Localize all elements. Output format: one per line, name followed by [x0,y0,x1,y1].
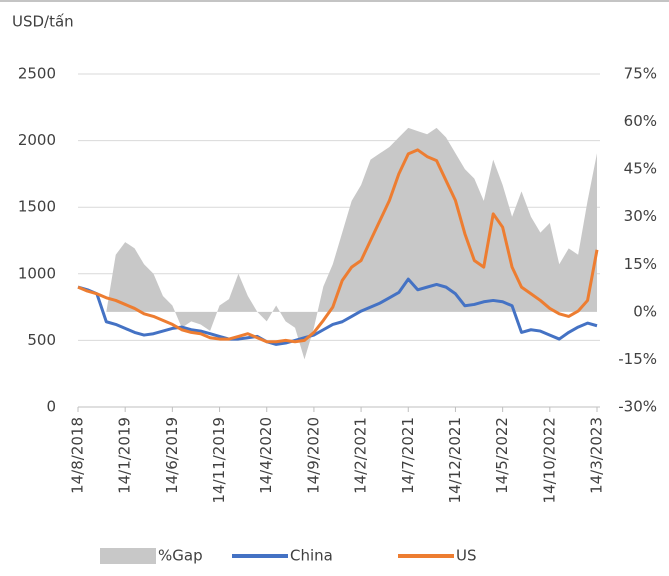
y-axis-label: USD/tấn [12,13,74,31]
x-tick-label: 14/11/2019 [210,417,228,503]
legend-label: %Gap [158,547,203,565]
y-tick-label: 500 [27,331,56,349]
y-tick-label: 1000 [18,264,56,282]
x-tick-label: 14/5/2022 [493,417,511,494]
y2-tick-label: -15% [618,350,657,368]
y2-tick-label: 15% [624,255,657,273]
x-tick-label: 14/1/2019 [116,417,134,494]
y2-tick-label: 0% [633,302,657,320]
x-tick-label: 14/3/2023 [588,417,606,494]
x-tick-label: 14/6/2019 [163,417,181,494]
y2-tick-label: 75% [624,65,657,83]
legend-swatch [100,548,156,564]
y2-tick-label: 45% [624,160,657,178]
y-tick-label: 2500 [18,65,56,83]
x-tick-label: 14/12/2021 [446,417,464,503]
x-tick-label: 14/2/2021 [352,417,370,494]
y2-tick-label: 30% [624,207,657,225]
legend-label: China [290,547,333,565]
series-line [77,148,599,344]
y-tick-label: 1500 [18,198,56,216]
y2-tick-label: 60% [624,112,657,130]
x-tick-label: 14/10/2022 [540,417,558,503]
x-tick-label: 14/4/2020 [257,417,275,494]
y-tick-label: 2000 [18,131,56,149]
series-line [77,277,598,346]
x-tick-label: 14/9/2020 [304,417,322,494]
x-tick-label: 14/7/2021 [399,417,417,494]
y-tick-label: 0 [46,398,56,416]
y2-tick-label: -30% [618,398,657,416]
legend-label: US [456,547,477,565]
x-tick-label: 14/8/2018 [69,417,87,494]
gap-area [78,127,597,360]
